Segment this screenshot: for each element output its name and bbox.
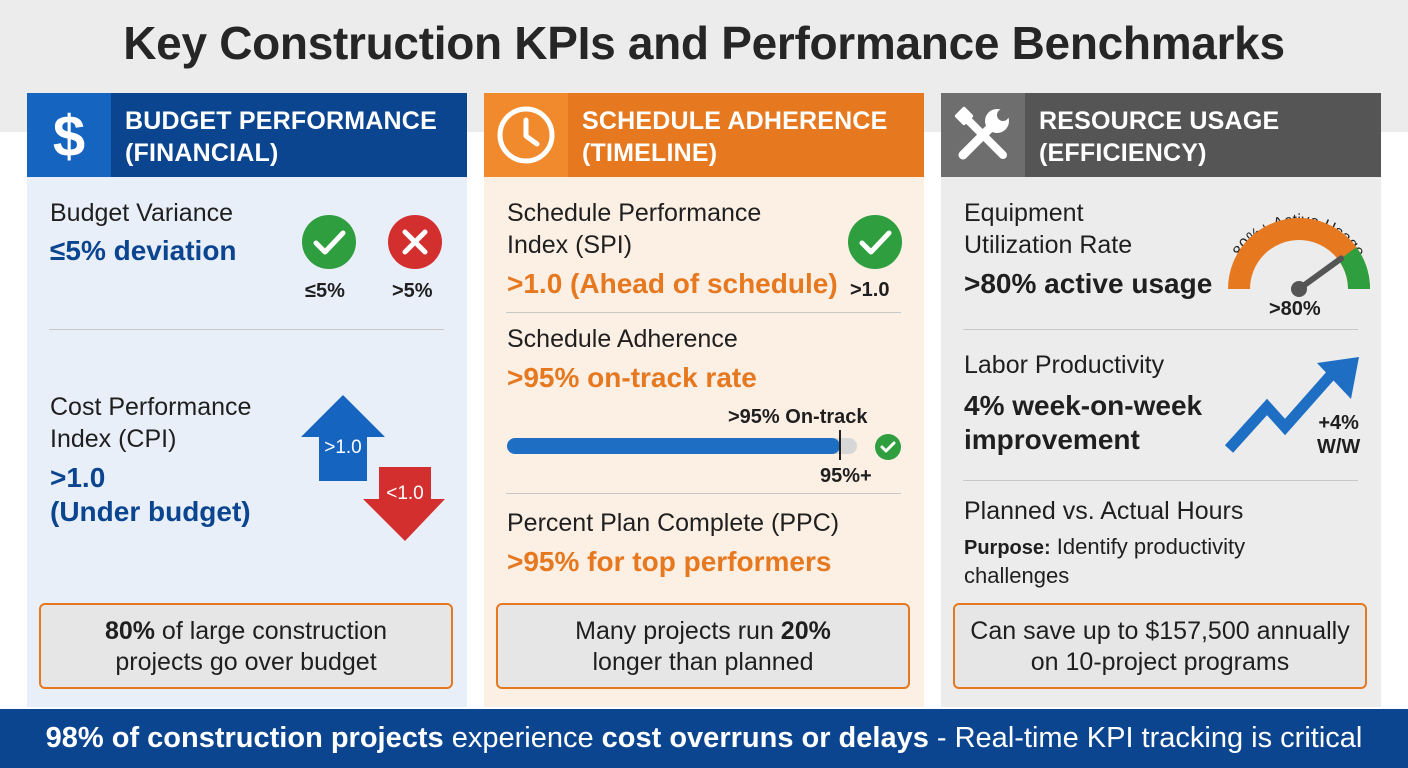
arrow-down-icon bbox=[363, 467, 445, 541]
ppc-value: >95% for top performers bbox=[507, 546, 832, 577]
progress-fill bbox=[507, 438, 840, 454]
check-icon bbox=[875, 434, 901, 460]
dollar-icon: $ bbox=[27, 93, 111, 177]
equipment-utilization-value: >80% active usage bbox=[964, 268, 1213, 299]
progress-caption: >95% On-track bbox=[728, 406, 868, 428]
divider bbox=[506, 312, 901, 313]
labor-value-line2: improvement bbox=[964, 424, 1140, 455]
spi-label-line1: Schedule Performance bbox=[507, 199, 762, 227]
check-icon bbox=[302, 215, 356, 269]
x-mark-icon bbox=[388, 215, 442, 269]
budget-callout-line1: 80% of large construction bbox=[104, 617, 388, 645]
purpose-line2: challenges bbox=[964, 563, 1070, 588]
schedule-adherence-value: >95% on-track rate bbox=[507, 362, 757, 393]
cpi-label-line2: Index (CPI) bbox=[50, 425, 177, 453]
schedule-callout: Many projects run 20% longer than planne… bbox=[496, 603, 910, 689]
divider bbox=[49, 329, 444, 330]
budget-variance-value: ≤5% deviation bbox=[50, 235, 237, 266]
progress-marker-label: 95%+ bbox=[820, 465, 872, 487]
labor-productivity-value: 4% week-on-week improvement bbox=[964, 389, 1202, 457]
resource-header-line2: (EFFICIENCY) bbox=[1039, 139, 1207, 167]
spi-value: >1.0 (Ahead of schedule) bbox=[507, 268, 838, 299]
trend-up-arrow-icon bbox=[1224, 357, 1359, 453]
arrow-up-icon bbox=[301, 395, 385, 481]
resource-callout-line1: Can save up to $157,500 annually bbox=[970, 617, 1350, 645]
page-title: Key Construction KPIs and Performance Be… bbox=[123, 17, 1285, 69]
spi-label-line2: Index (SPI) bbox=[507, 231, 633, 259]
svg-text:$: $ bbox=[53, 104, 85, 169]
over-threshold-label: >5% bbox=[392, 280, 433, 302]
budget-header-line1: BUDGET PERFORMANCE bbox=[125, 107, 437, 135]
budget-callout-line2: projects go over budget bbox=[115, 648, 377, 676]
clock-icon bbox=[484, 93, 568, 177]
cpi-value-line1: >1.0 bbox=[50, 462, 106, 493]
schedule-header-line1: SCHEDULE ADHERENCE bbox=[582, 107, 888, 135]
resource-header-line1: RESOURCE USAGE bbox=[1039, 107, 1280, 135]
schedule-callout-line1: Many projects run 20% bbox=[575, 617, 831, 645]
schedule-header-title: SCHEDULE ADHERENCE (TIMELINE) bbox=[582, 105, 914, 169]
labor-value-line1: 4% week-on-week bbox=[964, 390, 1203, 421]
cpi-label: Cost Performance Index (CPI) bbox=[50, 391, 251, 455]
resource-header-title: RESOURCE USAGE (EFFICIENCY) bbox=[1039, 105, 1371, 169]
check-icon bbox=[848, 215, 902, 269]
tools-icon bbox=[941, 93, 1025, 177]
divider bbox=[963, 329, 1358, 330]
within-threshold-label: ≤5% bbox=[305, 280, 345, 302]
schedule-callout-line2: longer than planned bbox=[592, 648, 814, 676]
divider bbox=[506, 493, 901, 494]
budget-callout: 80% of large construction projects go ov… bbox=[39, 603, 453, 689]
schedule-header: SCHEDULE ADHERENCE (TIMELINE) bbox=[484, 93, 924, 177]
trend-label-line1: +4% bbox=[1318, 412, 1359, 434]
trend-label-line2: W/W bbox=[1317, 436, 1361, 458]
utilization-gauge: 80%+ Active Usage bbox=[1228, 212, 1370, 297]
purpose-text: Purpose: Identify productivity challenge… bbox=[964, 533, 1245, 590]
cpi-arrows: >1.0 <1.0 bbox=[301, 395, 445, 541]
progress-marker bbox=[838, 430, 841, 460]
equipment-label-line1: Equipment bbox=[964, 199, 1084, 227]
cpi-value: >1.0 (Under budget) bbox=[50, 461, 251, 529]
resource-callout: Can save up to $157,500 annually on 10-p… bbox=[953, 603, 1367, 689]
spi-check-label: >1.0 bbox=[850, 279, 890, 301]
schedule-header-line2: (TIMELINE) bbox=[582, 139, 718, 167]
trend-label: +4% W/W bbox=[1317, 411, 1360, 459]
budget-variance-label: Budget Variance bbox=[50, 199, 233, 227]
budget-performance-panel: $ BUDGET PERFORMANCE (FINANCIAL) Budget … bbox=[27, 93, 467, 707]
footer-bold2: cost overruns or delays bbox=[601, 722, 929, 754]
cpi-label-line1: Cost Performance bbox=[50, 393, 252, 421]
purpose-line1: Purpose: Identify productivity bbox=[964, 534, 1246, 559]
budget-header-line2: (FINANCIAL) bbox=[125, 139, 279, 167]
on-track-progress-bar bbox=[507, 430, 857, 460]
budget-header-title: BUDGET PERFORMANCE (FINANCIAL) bbox=[125, 105, 457, 169]
resource-header: RESOURCE USAGE (EFFICIENCY) bbox=[941, 93, 1381, 177]
gauge-needle bbox=[1296, 255, 1345, 292]
arrow-up-label: >1.0 bbox=[324, 437, 362, 458]
budget-header: $ BUDGET PERFORMANCE (FINANCIAL) bbox=[27, 93, 467, 177]
footer-text1: experience bbox=[443, 722, 602, 754]
resource-usage-panel: RESOURCE USAGE (EFFICIENCY) Equipment Ut… bbox=[941, 93, 1381, 707]
equipment-label-line2: Utilization Rate bbox=[964, 231, 1133, 259]
divider bbox=[963, 480, 1358, 481]
arrow-down-label: <1.0 bbox=[386, 483, 424, 504]
planned-vs-actual-label: Planned vs. Actual Hours bbox=[964, 497, 1244, 525]
gauge-label: >80% bbox=[1269, 298, 1321, 320]
cpi-value-line2: (Under budget) bbox=[50, 496, 251, 527]
resource-callout-line2: on 10-project programs bbox=[1030, 648, 1290, 676]
ppc-label: Percent Plan Complete (PPC) bbox=[507, 509, 840, 537]
footer-banner: 98% of construction projects experience … bbox=[0, 709, 1408, 768]
footer-text2: - Real-time KPI tracking is critical bbox=[928, 722, 1363, 754]
schedule-adherence-label: Schedule Adherence bbox=[507, 325, 738, 353]
schedule-adherence-panel: SCHEDULE ADHERENCE (TIMELINE) Schedule P… bbox=[484, 93, 924, 707]
footer-bold1: 98% of construction projects bbox=[45, 722, 444, 754]
spi-label: Schedule Performance Index (SPI) bbox=[507, 197, 761, 261]
equipment-utilization-label: Equipment Utilization Rate bbox=[964, 197, 1132, 261]
labor-productivity-label: Labor Productivity bbox=[964, 351, 1165, 379]
